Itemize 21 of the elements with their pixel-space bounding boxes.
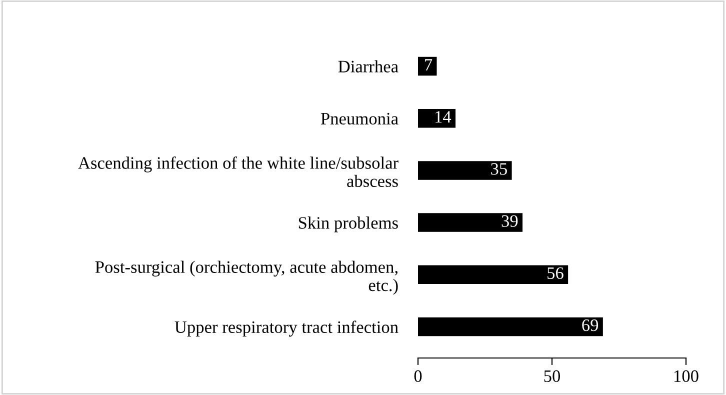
y-tick-label: Pneumonia bbox=[320, 112, 398, 125]
y-tick-label: Diarrhea bbox=[338, 60, 398, 72]
y-tick-label: Post-surgical (orchiectomy, acute abdomen, etc.) bbox=[95, 260, 398, 295]
y-tick-label: Ascending infection of the white line/subsolar abscess bbox=[78, 156, 398, 188]
bar bbox=[418, 108, 456, 128]
y-tick-label: Skin problems bbox=[298, 216, 398, 232]
data-label: 39 bbox=[502, 215, 518, 227]
x-tick-label: 100 bbox=[674, 370, 698, 382]
bar bbox=[418, 317, 603, 336]
data-label: 56 bbox=[548, 267, 564, 279]
data-label: 7 bbox=[425, 59, 432, 70]
y-tick-label: Upper respiratory tract infection bbox=[174, 320, 398, 337]
x-tick-label: 50 bbox=[544, 370, 560, 382]
bar bbox=[418, 56, 437, 76]
x-tick-label: 0 bbox=[414, 370, 422, 382]
data-label: 69 bbox=[582, 319, 598, 332]
bar bbox=[418, 265, 568, 284]
bar bbox=[418, 161, 512, 180]
data-label: 14 bbox=[436, 111, 452, 123]
data-label: 35 bbox=[491, 163, 507, 175]
bar bbox=[418, 213, 523, 232]
